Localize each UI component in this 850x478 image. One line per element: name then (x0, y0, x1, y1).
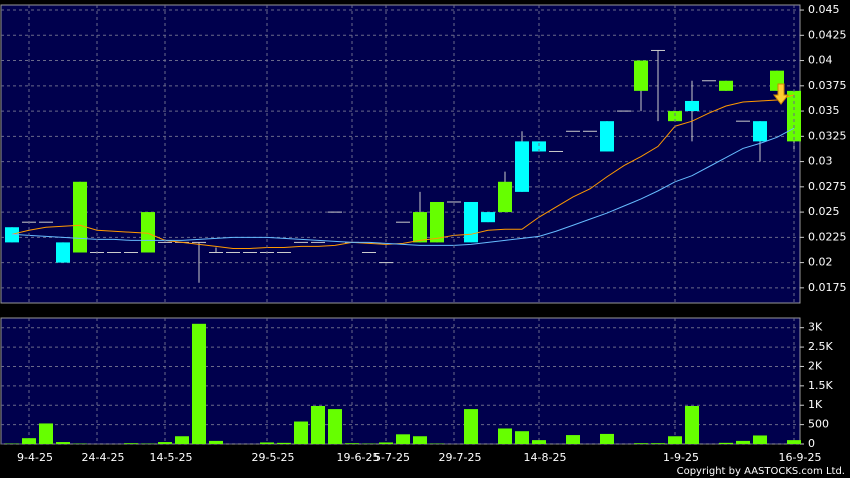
candle-body (532, 141, 546, 152)
y-tick-label: 0.0275 (808, 180, 847, 193)
y-tick-label: 0.0375 (808, 79, 847, 92)
volume-bar (668, 436, 682, 444)
candle-body (56, 242, 70, 263)
volume-bar (379, 442, 393, 444)
y-tick-label: 3K (808, 321, 823, 334)
price-panel (0, 4, 801, 304)
candle-body (73, 181, 87, 253)
candle-body (498, 181, 512, 213)
copyright: Copyright by AASTOCKS.com Ltd. (677, 466, 845, 477)
x-tick-label: 1-9-25 (663, 451, 699, 464)
candle-body (600, 121, 614, 152)
x-tick-label: 19-6-25 (337, 451, 380, 464)
volume-bar (719, 442, 733, 444)
candle-body (634, 60, 648, 91)
volume-bar (736, 440, 750, 444)
y-tick-label: 0.0225 (808, 230, 847, 243)
plot-layer: 0.0175 0.02 0.0225 0.025 0.0275 0.03 0.0325 0.0… (1, 3, 847, 464)
volume-bar (39, 423, 53, 444)
volume-bar (464, 409, 478, 444)
volume-bar (515, 431, 529, 444)
volume-bar (209, 440, 223, 444)
moving-average (11, 127, 795, 246)
volume-bar (345, 443, 359, 444)
candle-body (787, 90, 801, 142)
x-tick-label: 9-4-25 (17, 451, 53, 464)
x-tick-label: 5-7-25 (374, 451, 410, 464)
candle-body (668, 111, 682, 122)
candle-body (413, 212, 427, 243)
volume-bar (396, 434, 410, 444)
volume-bar (600, 433, 614, 444)
x-tick-label: 14-8-25 (524, 451, 567, 464)
volume-bar (328, 409, 342, 444)
volume-bar (787, 440, 801, 444)
volume-bar (634, 443, 648, 444)
candle-body (753, 121, 767, 142)
volume-bar (277, 442, 291, 444)
candle-body (464, 201, 478, 243)
volume-bar (753, 435, 767, 444)
y-tick-label: 1K (808, 398, 823, 411)
candle-body (719, 80, 733, 91)
volume-bar (158, 442, 172, 444)
volume-bar (56, 442, 70, 444)
volume-bar (651, 443, 665, 444)
candle-body (141, 212, 155, 253)
volume-bar (532, 440, 546, 444)
volume-bar (260, 442, 274, 444)
volume-bar (566, 435, 580, 444)
y-tick-label: 1.5K (808, 379, 833, 392)
volume-bar (685, 406, 699, 444)
candle-body (685, 100, 699, 112)
candle-body (481, 212, 495, 223)
y-tick-label: 0.025 (808, 205, 840, 218)
moving-average (11, 94, 795, 249)
y-tick-label: 0 (808, 437, 815, 450)
y-tick-label: 500 (808, 418, 829, 431)
volume-bar (22, 438, 36, 444)
x-tick-label: 24-4-25 (82, 451, 125, 464)
volume-bar (192, 323, 206, 444)
signal-arrow (772, 83, 790, 105)
y-tick-label: 0.0325 (808, 129, 847, 142)
y-tick-label: 0.03 (808, 155, 833, 168)
y-tick-label: 2.5K (808, 340, 833, 353)
x-tick-label: 16-9-25 (779, 451, 822, 464)
y-tick-label: 0.02 (808, 256, 833, 269)
y-tick-label: 0.0425 (808, 28, 847, 41)
y-tick-label: 2K (808, 359, 823, 372)
volume-bar (311, 406, 325, 444)
candle-body (515, 141, 529, 192)
x-tick-label: 14-5-25 (150, 451, 193, 464)
volume-bar (124, 443, 138, 444)
candle-body (5, 227, 19, 243)
volume-bar (175, 436, 189, 444)
volume-bar (413, 436, 427, 444)
volume-bar (498, 428, 512, 444)
y-tick-label: 0.035 (808, 104, 840, 117)
y-tick-label: 0.045 (808, 3, 840, 16)
x-tick-label: 29-7-25 (439, 451, 482, 464)
volume-panel (0, 317, 801, 445)
candle-body (430, 201, 444, 243)
y-tick-label: 0.04 (808, 54, 833, 67)
y-tick-label: 0.0175 (808, 281, 847, 294)
volume-bar (294, 421, 308, 444)
x-tick-label: 29-5-25 (252, 451, 295, 464)
